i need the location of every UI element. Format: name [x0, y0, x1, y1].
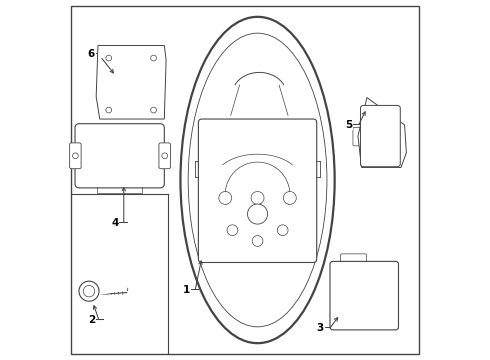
- Circle shape: [247, 204, 268, 224]
- Polygon shape: [96, 45, 166, 119]
- Circle shape: [151, 55, 156, 61]
- FancyBboxPatch shape: [70, 143, 81, 169]
- Circle shape: [252, 235, 263, 246]
- Text: 6: 6: [88, 49, 95, 59]
- Text: 5: 5: [345, 120, 353, 130]
- Polygon shape: [358, 98, 406, 167]
- Text: 1: 1: [183, 285, 191, 295]
- Circle shape: [283, 192, 296, 204]
- Ellipse shape: [180, 17, 335, 343]
- Circle shape: [79, 281, 99, 301]
- Circle shape: [106, 55, 112, 61]
- Bar: [216, 212, 299, 255]
- Ellipse shape: [188, 33, 327, 327]
- FancyBboxPatch shape: [198, 119, 317, 262]
- Circle shape: [106, 107, 112, 113]
- FancyBboxPatch shape: [159, 143, 171, 169]
- Text: 2: 2: [88, 315, 95, 325]
- Text: 3: 3: [317, 323, 324, 333]
- FancyBboxPatch shape: [101, 51, 161, 117]
- Circle shape: [83, 285, 95, 297]
- FancyBboxPatch shape: [330, 261, 398, 330]
- Circle shape: [227, 225, 238, 235]
- FancyBboxPatch shape: [75, 124, 164, 188]
- Circle shape: [251, 192, 264, 204]
- Circle shape: [162, 153, 168, 159]
- Bar: [205, 130, 310, 155]
- Circle shape: [73, 153, 78, 159]
- Circle shape: [151, 107, 156, 113]
- Circle shape: [219, 192, 232, 204]
- Text: 4: 4: [111, 218, 119, 228]
- Bar: [97, 183, 142, 193]
- Polygon shape: [99, 288, 126, 294]
- Circle shape: [277, 225, 288, 235]
- FancyBboxPatch shape: [361, 105, 400, 167]
